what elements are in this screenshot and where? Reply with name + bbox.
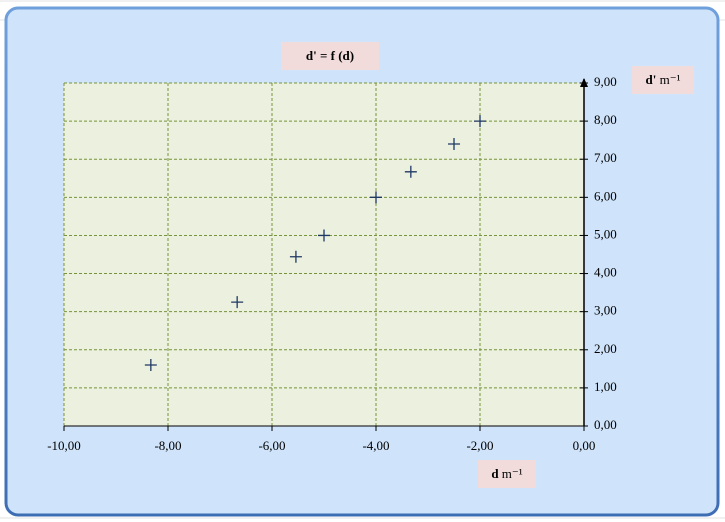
y-tick-label: 2,00: [594, 341, 617, 356]
y-label-box: [632, 66, 694, 94]
point: [404, 165, 417, 178]
point: [448, 137, 460, 150]
x-label-box: [478, 460, 536, 488]
chart-title: d' = f (d): [306, 48, 354, 63]
x-tick-label: -10,00: [47, 438, 81, 453]
point: [289, 250, 302, 263]
x-unit: m⁻¹: [502, 466, 523, 481]
y-axis-arrow: [580, 78, 588, 87]
y-tick-label: 1,00: [594, 379, 617, 394]
x-tick-label: -2,00: [466, 438, 493, 453]
y-tick-label: 7,00: [594, 150, 617, 165]
x-tick-label: 0,00: [573, 438, 596, 453]
point: [474, 115, 486, 128]
y-tick-label: 3,00: [594, 303, 617, 318]
y-tick-label: 4,00: [594, 265, 617, 280]
point: [144, 359, 157, 372]
y-unit: m⁻¹: [660, 72, 681, 87]
x-tick-label: -4,00: [362, 438, 389, 453]
y-axis-title: d' m⁻¹: [646, 72, 681, 87]
y-label: d': [646, 72, 657, 87]
y-tick-label: 9,00: [594, 74, 617, 89]
x-label: d: [491, 466, 499, 481]
x-tick-label: -6,00: [258, 438, 285, 453]
y-tick-label: 8,00: [594, 112, 617, 127]
y-tick-label: 0,00: [594, 417, 617, 432]
y-tick-label: 5,00: [594, 226, 617, 241]
x-tick-label: -8,00: [154, 438, 181, 453]
y-tick-label: 6,00: [594, 188, 617, 203]
point: [231, 296, 244, 309]
plot-area: [64, 83, 584, 426]
point: [370, 191, 382, 204]
point: [318, 229, 330, 242]
x-axis-title: d m⁻¹: [491, 466, 522, 481]
title-box: [281, 42, 379, 70]
